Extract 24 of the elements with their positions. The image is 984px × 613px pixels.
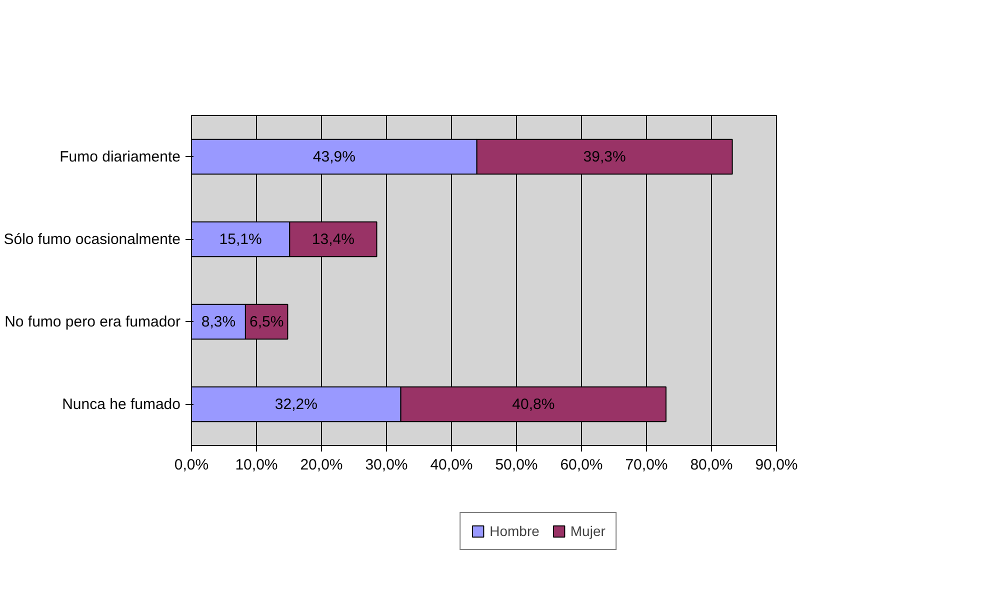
x-tick-label: 10,0% xyxy=(235,456,278,474)
data-label: 32,2% xyxy=(274,396,318,413)
data-label: 6,5% xyxy=(249,313,284,330)
y-tick-label: Nunca he fumado xyxy=(62,396,181,413)
x-tick-label: 60,0% xyxy=(560,456,603,474)
y-tick-label: Sólo fumo ocasionalmente xyxy=(4,230,181,248)
x-tick-label: 50,0% xyxy=(495,456,538,474)
x-tick-label: 80,0% xyxy=(690,456,733,474)
data-label: 43,9% xyxy=(312,148,356,166)
y-tick-label: Fumo diariamente xyxy=(60,148,181,166)
data-label: 40,8% xyxy=(512,396,555,413)
x-tick-label: 70,0% xyxy=(625,456,668,474)
legend-label: Mujer xyxy=(570,523,606,539)
data-label: 15,1% xyxy=(219,230,262,248)
x-tick-label: 30,0% xyxy=(365,456,408,474)
x-tick-label: 20,0% xyxy=(300,456,343,474)
x-tick-label: 90,0% xyxy=(755,456,798,474)
data-label: 13,4% xyxy=(312,230,354,248)
y-tick-label: No fumo pero era fumador xyxy=(4,313,181,330)
legend-label: Hombre xyxy=(490,523,540,539)
data-label: 39,3% xyxy=(583,148,626,166)
x-tick-label: 0,0% xyxy=(174,456,209,474)
data-label: 8,3% xyxy=(201,313,236,330)
x-tick-label: 40,0% xyxy=(430,456,473,474)
